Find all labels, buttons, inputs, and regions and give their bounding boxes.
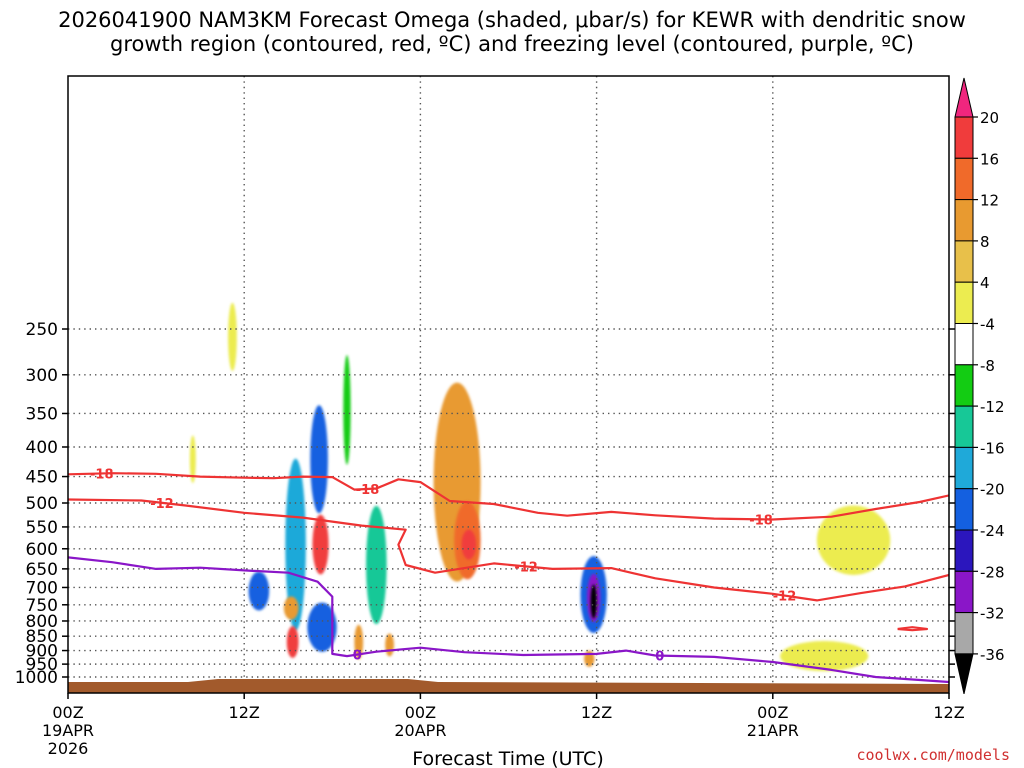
colorbar-slot [954,570,974,614]
x-tick-label: 12Z [581,703,612,722]
y-tick-label: 250 [26,320,58,340]
x-tick-year: 2026 [48,739,89,758]
chart-title-line-2: growth region (contoured, red, ºC) and f… [110,32,914,56]
omega-shaded-region [248,571,270,611]
plot-frame [67,75,950,694]
colorbar-label: -4 [980,316,995,334]
colorbar-slot [954,364,974,407]
x-axis-label: Forecast Time (UTC) [412,748,603,768]
contour-line [68,556,949,684]
y-tick-label: 350 [26,404,58,424]
colorbar-slot [954,157,974,201]
colorbar-label: 16 [980,150,999,168]
colorbar-slot [954,612,974,655]
credit-text: coolwx.com/models [856,746,1010,764]
omega-shading-layer [189,302,891,672]
colorbar-label: -28 [980,563,1005,581]
colorbar-slot [954,529,974,572]
colorbar-slot [954,323,974,366]
contour-label: -12 [514,560,538,575]
colorbar-slot [954,446,974,490]
contour-layer: -18 -18 -18 -12 -12 -12 0 0 [68,467,949,684]
contour-label: 0 [655,650,664,665]
omega-shaded-region [590,584,597,619]
y-tick-label: 400 [26,438,58,458]
colorbar-slot [954,281,974,325]
y-tick-label: 900 [26,642,58,662]
contour-line [897,626,929,632]
x-tick-label: 12Z [933,703,964,722]
y-tick-label: 450 [26,468,58,488]
colorbar-label: 12 [980,192,999,210]
x-tick-label: 00Z [405,703,436,722]
y-tick-label: 700 [26,578,58,598]
colorbar-slot [954,240,974,283]
x-tick-date: 21APR [747,721,799,740]
terrain-fill [68,679,949,693]
y-axis-ticks: 2503003504004505005506006507007508008509… [15,320,955,688]
omega-shaded-region [385,633,394,657]
omega-shaded-region [189,435,196,484]
colorbar-slot [954,488,974,531]
colorbar-label: 8 [980,233,990,251]
x-tick-label: 00Z [757,703,788,722]
y-tick-label: 500 [26,494,58,514]
y-tick-label: 600 [26,540,58,560]
plot-border [67,75,950,694]
omega-shaded-region [366,505,387,625]
contour-line [68,498,949,602]
y-tick-label: 300 [26,366,58,386]
contour-label: -18 [356,483,380,498]
chart-title-line-1: 2026041900 NAM3KM Forecast Omega (shaded… [58,8,966,32]
colorbar-label: -12 [980,398,1005,416]
contour-line [68,472,949,521]
omega-shaded-region [461,529,477,560]
contour-label: -18 [749,513,773,528]
y-tick-label: 750 [26,596,58,616]
x-tick-date: 20APR [394,721,446,740]
colorbar-slot [954,405,974,448]
omega-shaded-region [286,626,299,658]
omega-shaded-region [310,405,328,514]
omega-shaded-region [307,602,337,652]
colorbar-label: -24 [980,522,1005,540]
omega-shaded-region [228,302,237,372]
colorbar-label: -20 [980,481,1005,499]
colorbar-label: 20 [980,109,999,127]
x-tick-label: 12Z [229,703,260,722]
grid-layer [68,76,949,693]
y-tick-label: 550 [26,518,58,538]
contour-label: -12 [150,497,174,512]
omega-shaded-region [780,641,869,672]
contour-label: 0 [353,649,362,664]
colorbar: 20 16 12 8 4 -4 -8 -12 -16 -20 -24 -28 -32 -36 [954,77,1005,695]
colorbar-slot [954,199,974,242]
y-tick-label: 650 [26,560,58,580]
colorbar-label: -16 [980,439,1005,457]
x-tick-label: 00Z [52,703,83,722]
colorbar-label: -8 [980,357,995,375]
y-tick-label: 950 [26,655,58,675]
colorbar-label: -36 [980,646,1005,664]
x-tick-date: 19APR [42,721,94,740]
colorbar-arrow-top [954,77,974,118]
contour-label: -12 [773,590,797,605]
omega-shaded-region [312,514,329,575]
colorbar-arrow-bottom [954,653,974,695]
y-tick-label: 850 [26,627,58,647]
omega-shaded-region [343,355,351,465]
contour-label: -18 [90,467,114,482]
terrain-layer [68,679,949,693]
colorbar-label: -32 [980,605,1005,623]
omega-shaded-region [816,505,891,575]
colorbar-slot [954,116,974,159]
omega-shaded-region [283,596,299,620]
colorbar-label: 4 [980,274,990,292]
y-tick-label: 800 [26,612,58,632]
y-tick-label: 1000 [15,668,58,688]
